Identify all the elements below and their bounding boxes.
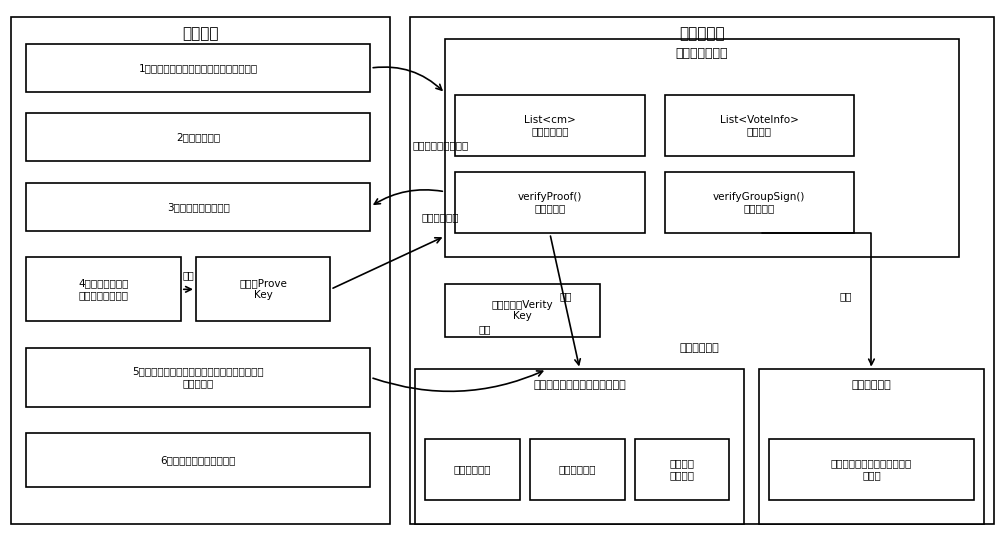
FancyBboxPatch shape — [530, 438, 625, 500]
FancyBboxPatch shape — [759, 369, 984, 524]
Text: 1、初始化：证明系统、群创建及合约创建: 1、初始化：证明系统、群创建及合约创建 — [139, 63, 258, 73]
Text: 底层依赖算法: 底层依赖算法 — [680, 343, 719, 353]
FancyBboxPatch shape — [26, 257, 181, 321]
Text: 依赖: 依赖 — [560, 291, 572, 301]
Text: 3、群成员初始化票据: 3、群成员初始化票据 — [167, 202, 230, 212]
Text: 零知识Prove
Key: 零知识Prove Key — [239, 279, 287, 300]
FancyBboxPatch shape — [415, 369, 744, 524]
Text: 验证投票证明: 验证投票证明 — [559, 464, 596, 474]
FancyBboxPatch shape — [26, 348, 370, 407]
Text: 投票系统: 投票系统 — [183, 26, 219, 41]
FancyBboxPatch shape — [455, 172, 645, 233]
FancyBboxPatch shape — [26, 44, 370, 92]
Text: 依赖: 依赖 — [839, 291, 852, 301]
Text: 合约部署、投票上链: 合约部署、投票上链 — [412, 140, 468, 151]
Text: 5、链上投票数据解密，验证用户投票数据并确
定投票结果: 5、链上投票数据解密，验证用户投票数据并确 定投票结果 — [133, 367, 264, 388]
Text: List<VoteInfo>
投票详情: List<VoteInfo> 投票详情 — [720, 115, 799, 136]
FancyBboxPatch shape — [26, 114, 370, 161]
FancyBboxPatch shape — [455, 95, 645, 156]
Text: 4、群成员生成投
票证明、并群签名: 4、群成员生成投 票证明、并群签名 — [78, 279, 129, 300]
FancyBboxPatch shape — [26, 433, 370, 487]
Text: 监管加密
监管解密: 监管加密 监管解密 — [669, 458, 694, 480]
Text: 2、群成员加入: 2、群成员加入 — [176, 132, 220, 143]
FancyBboxPatch shape — [445, 39, 959, 257]
Text: 群签名投票合约: 群签名投票合约 — [676, 47, 728, 60]
Text: 依赖: 依赖 — [182, 270, 194, 280]
FancyBboxPatch shape — [445, 284, 600, 337]
Text: verifyProof()
零知识验证: verifyProof() 零知识验证 — [518, 192, 582, 213]
FancyBboxPatch shape — [665, 172, 854, 233]
FancyBboxPatch shape — [425, 438, 520, 500]
FancyBboxPatch shape — [26, 183, 370, 230]
FancyBboxPatch shape — [410, 17, 994, 524]
FancyBboxPatch shape — [196, 257, 330, 321]
Text: 生成投票证明: 生成投票证明 — [454, 464, 491, 474]
Text: 区块链系统: 区块链系统 — [679, 26, 725, 41]
FancyBboxPatch shape — [635, 438, 729, 500]
FancyBboxPatch shape — [769, 438, 974, 500]
Text: 投票详情拉取: 投票详情拉取 — [421, 212, 459, 222]
Text: verifyGroupSign()
验证群签名: verifyGroupSign() 验证群签名 — [713, 192, 805, 213]
Text: 生成群、加入群、群签名、证
书打卡: 生成群、加入群、群签名、证 书打卡 — [831, 458, 912, 480]
Text: 零知识证明系统（业务算法库）: 零知识证明系统（业务算法库） — [533, 381, 626, 390]
Text: 加载零知识Verity
Key: 加载零知识Verity Key — [492, 300, 553, 322]
Text: 6、监管投票者，还原用户: 6、监管投票者，还原用户 — [161, 455, 236, 465]
FancyBboxPatch shape — [665, 95, 854, 156]
FancyBboxPatch shape — [11, 17, 390, 524]
Text: 依赖: 依赖 — [479, 324, 491, 334]
Text: 群签名算法库: 群签名算法库 — [852, 381, 891, 390]
Text: List<cm>
有效票据列表: List<cm> 有效票据列表 — [524, 115, 576, 136]
